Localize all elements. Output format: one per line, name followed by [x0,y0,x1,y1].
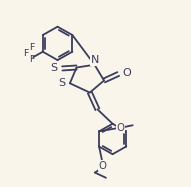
Text: F: F [29,55,34,64]
Text: S: S [51,62,58,73]
Text: O: O [99,160,107,171]
Text: N: N [91,55,99,65]
Text: O: O [122,68,131,78]
Text: O: O [117,123,125,133]
Text: S: S [58,78,65,88]
Text: F: F [29,43,34,52]
Text: F: F [23,49,28,58]
